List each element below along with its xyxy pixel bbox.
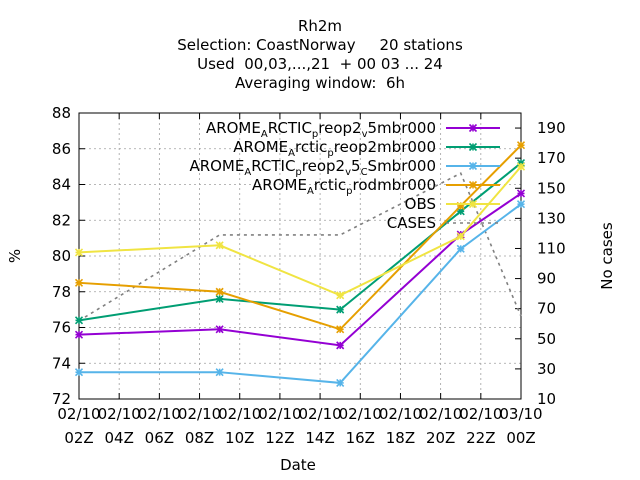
x-tick-label-date: 02/10	[339, 405, 382, 423]
x-tick-label-date: 02/10	[57, 405, 100, 423]
y2-tick-label: 90	[537, 270, 556, 288]
x-tick-label-time: 12Z	[265, 429, 294, 447]
legend-label: AROMEARCTICpreop2v5mbr000	[206, 119, 436, 140]
series-point-4	[74, 248, 84, 257]
series-point-1	[74, 316, 84, 325]
y2-tick-label: 150	[537, 179, 566, 197]
x-tick-label-time: 10Z	[225, 429, 254, 447]
y2-tick-label: 50	[537, 330, 556, 348]
series-line-cases	[78, 172, 522, 322]
series-point-1	[336, 305, 345, 314]
x-axis-label: Date	[280, 456, 316, 474]
series-point-1	[215, 294, 224, 303]
x-tick-label-date: 03/10	[499, 405, 542, 423]
x-tick-label-date: 02/10	[218, 405, 261, 423]
x-tick-label-date: 02/10	[98, 405, 141, 423]
x-tick-label-date: 02/10	[178, 405, 221, 423]
y2-tick-label: 130	[537, 209, 566, 227]
legend-marker	[468, 123, 478, 133]
y2-tick-label: 70	[537, 300, 556, 318]
y-tick-label: 78	[52, 283, 71, 301]
x-tick-label-time: 02Z	[64, 429, 93, 447]
series-point-3	[336, 325, 345, 334]
y-tick-label: 80	[52, 247, 71, 265]
y-tick-label: 88	[52, 104, 71, 122]
x-tick-label-date: 02/10	[138, 405, 181, 423]
y2-tick-label: 10	[537, 390, 556, 408]
legend-marker	[468, 142, 478, 152]
x-tick-label-date: 02/10	[459, 405, 502, 423]
series-point-4	[215, 241, 224, 250]
series-point-3	[74, 278, 84, 287]
x-tick-label-time: 06Z	[145, 429, 174, 447]
x-tick-label-time: 16Z	[346, 429, 375, 447]
y-tick-label: 76	[52, 319, 71, 337]
x-tick-label-time: 20Z	[426, 429, 455, 447]
series-line-2	[79, 203, 522, 384]
legend-label: CASES	[387, 214, 436, 232]
chart-title-line: Averaging window: 6h	[235, 74, 405, 92]
y2-tick-label: 110	[537, 239, 566, 257]
legend-marker	[468, 161, 478, 171]
series-point-4	[516, 162, 526, 171]
series-point-4	[456, 232, 465, 241]
series-point-3	[215, 287, 224, 296]
y2-tick-label: 30	[537, 360, 556, 378]
legend-label: OBS	[405, 195, 436, 213]
chart-title-line: Rh2m	[298, 17, 342, 35]
legend-marker	[468, 199, 478, 209]
legend-marker	[468, 180, 478, 190]
series-point-0	[336, 341, 345, 350]
x-tick-label-time: 22Z	[466, 429, 495, 447]
series-point-2	[456, 244, 465, 253]
series-point-2	[215, 368, 224, 377]
y2-axis-label: No cases	[598, 222, 616, 290]
series-point-2	[74, 368, 84, 377]
series-point-3	[516, 141, 526, 150]
x-tick-label-time: 18Z	[386, 429, 415, 447]
x-tick-label-time: 08Z	[185, 429, 214, 447]
series-point-2	[516, 200, 526, 209]
series-point-0	[215, 325, 224, 334]
y-tick-label: 82	[52, 211, 71, 229]
legend-label: AROMEArcticprodmbr000	[252, 176, 436, 197]
y-axis-label: %	[6, 249, 24, 263]
x-tick-label-date: 02/10	[258, 405, 301, 423]
x-tick-label-time: 00Z	[506, 429, 535, 447]
legend-label: AROMEArcticpreop2mbr000	[233, 138, 436, 159]
legend-label: AROMEARCTICpreop2v5CSmbr000	[189, 157, 436, 178]
x-tick-label-date: 02/10	[419, 405, 462, 423]
y-tick-label: 72	[52, 390, 71, 408]
series-point-2	[336, 378, 345, 387]
x-tick-label-time: 04Z	[104, 429, 133, 447]
x-tick-label-time: 14Z	[305, 429, 334, 447]
y-tick-label: 74	[52, 354, 71, 372]
chart-title-line: Selection: CoastNorway 20 stations	[177, 36, 463, 54]
y-tick-label: 84	[52, 176, 71, 194]
y2-tick-label: 170	[537, 149, 566, 167]
chart-title-line: Used 00,03,...,21 + 00 03 ... 24	[197, 55, 443, 73]
series-point-4	[336, 291, 345, 300]
y2-tick-label: 190	[537, 119, 566, 137]
series-point-0	[516, 189, 526, 198]
x-tick-label-date: 02/10	[379, 405, 422, 423]
x-tick-label-date: 02/10	[298, 405, 341, 423]
series-point-0	[74, 330, 84, 339]
y-tick-label: 86	[52, 140, 71, 158]
